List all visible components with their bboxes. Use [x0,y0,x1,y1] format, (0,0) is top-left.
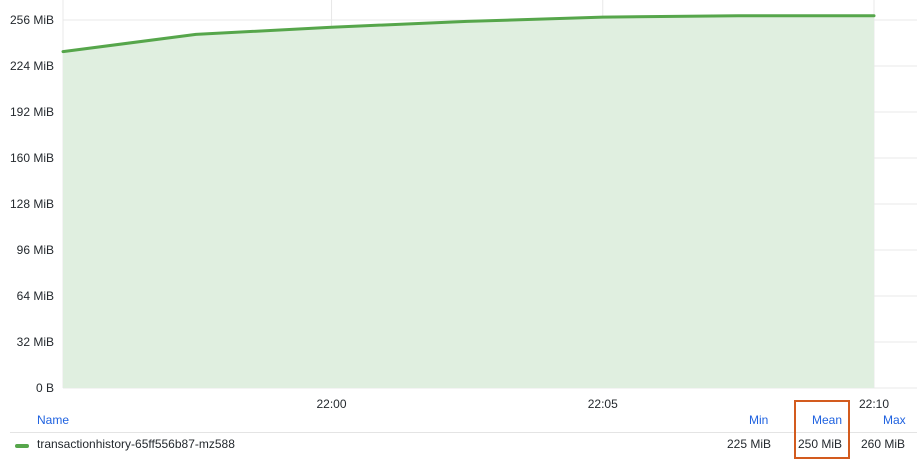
y-tick-label: 64 MiB [17,289,54,303]
legend-max-value: 260 MiB [861,437,906,451]
y-tick-label: 32 MiB [17,335,54,349]
legend-row[interactable]: transactionhistory-65ff556b87-mz588 225 … [0,433,917,457]
legend-mean-value: 250 MiB [798,437,843,451]
series-area-layer [63,15,874,388]
y-tick-label: 192 MiB [10,105,54,119]
y-axis-ticks: 0 B 32 MiB 64 MiB 96 MiB 128 MiB 160 MiB 192 M… [10,13,54,395]
legend-header-name[interactable]: Name [37,413,70,427]
legend-table: Name Min Mean Max transactionhistory-65f… [0,404,917,464]
legend-header-min[interactable]: Min [749,413,769,427]
x-tick-label: 22:10 [859,397,889,411]
series-color-swatch[interactable] [15,444,29,448]
x-tick-label: 22:00 [317,397,347,411]
y-tick-label: 96 MiB [17,243,54,257]
y-tick-label: 128 MiB [10,197,54,211]
series-line [61,14,876,54]
y-tick-label: 0 B [36,381,54,395]
x-axis-ticks: 22:00 22:05 22:10 [317,397,890,411]
series-area [63,15,874,388]
series-line-layer [61,14,876,54]
legend-header-max[interactable]: Max [883,413,906,427]
legend-divider [10,432,917,433]
x-tick-label: 22:05 [588,397,618,411]
y-tick-label: 160 MiB [10,151,54,165]
y-tick-label: 256 MiB [10,13,54,27]
legend-header-mean[interactable]: Mean [812,413,843,427]
mean-column-highlight [794,400,850,459]
legend-series-name[interactable]: transactionhistory-65ff556b87-mz588 [37,437,235,451]
legend-min-value: 225 MiB [727,437,772,451]
y-tick-label: 224 MiB [10,59,54,73]
